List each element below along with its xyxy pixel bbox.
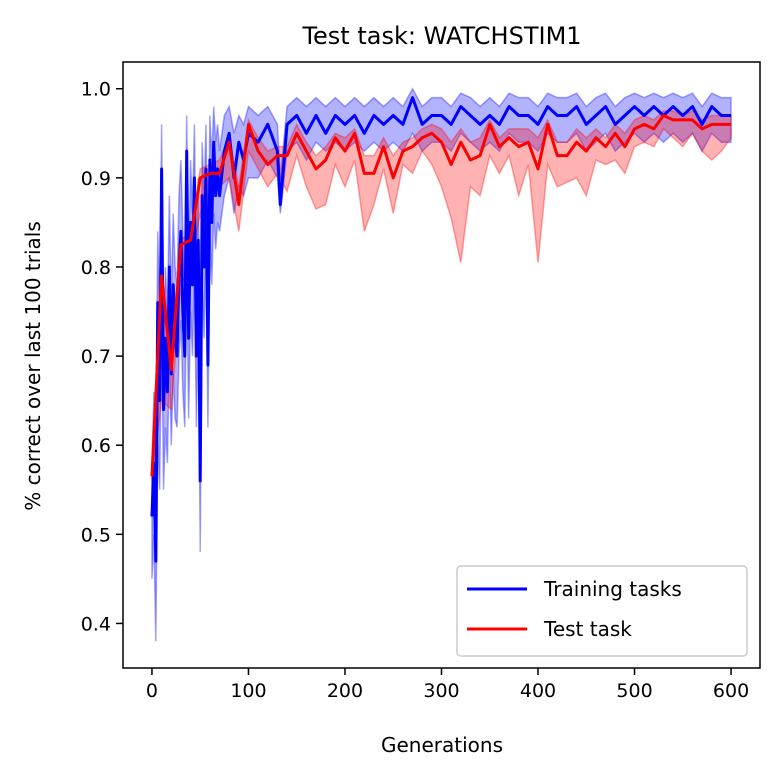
x-tick-label: 400	[520, 680, 556, 702]
x-tick-label: 300	[423, 680, 459, 702]
y-tick-label: 1.0	[81, 79, 111, 101]
training-tasks-line	[150, 96, 732, 563]
legend: Training tasks Test task	[456, 565, 748, 657]
y-tick-label: 0.4	[81, 613, 111, 635]
x-axis-label: Generations	[381, 733, 503, 757]
legend-box	[456, 565, 748, 657]
test-task-band	[151, 110, 732, 481]
y-tick-label: 0.7	[81, 346, 111, 368]
axes: 0 100 200 300 400 500 600 0.4 0.5 0.6 0.7 0.8 0.9 1.0	[81, 61, 761, 702]
y-tick-label: 0.5	[81, 524, 111, 546]
chart-title: Test task: WATCHSTIM1	[301, 22, 581, 50]
legend-label: Training tasks	[543, 577, 682, 601]
legend-label: Test task	[543, 617, 632, 641]
x-tick-label: 0	[146, 680, 158, 702]
y-tick-label: 0.8	[81, 257, 111, 279]
x-tick-label: 100	[230, 680, 266, 702]
y-axis-label: % correct over last 100 trials	[21, 221, 45, 511]
test-task-line	[150, 113, 732, 477]
y-tick-label: 0.9	[81, 168, 111, 190]
x-tick-label: 200	[327, 680, 363, 702]
plot-area	[150, 87, 732, 642]
x-tick-label: 500	[616, 680, 652, 702]
x-tick-label: 600	[713, 680, 749, 702]
y-tick-label: 0.6	[81, 435, 111, 457]
